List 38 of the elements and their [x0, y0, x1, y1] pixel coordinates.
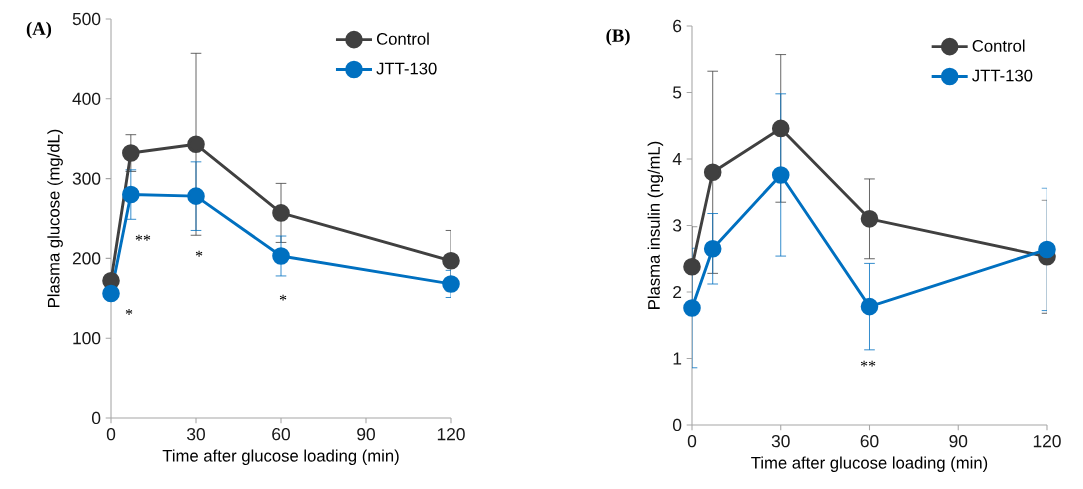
annotation: **: [860, 360, 876, 367]
legend-label: Control: [376, 32, 429, 45]
y-tick-label: 400: [72, 92, 101, 105]
y-tick-label: 500: [72, 12, 101, 26]
annotation: *: [279, 294, 287, 301]
annotation: *: [195, 250, 203, 257]
x-axis-title: Time after glucose loading (min): [162, 449, 399, 465]
x-tick-label: 0: [687, 435, 697, 448]
annotation: **: [135, 234, 151, 241]
y-axis-title: Plasma insulin (ng/mL): [647, 141, 664, 309]
x-tick-label: 120: [437, 428, 465, 441]
x-tick-label: 30: [187, 428, 205, 441]
y-tick-label: 1: [673, 352, 682, 365]
y-tick-label: 0: [672, 418, 682, 432]
x-tick-label: 0: [106, 428, 116, 441]
x-tick-label: 90: [357, 428, 375, 441]
x-tick-label: 60: [860, 435, 879, 448]
x-tick-label: 90: [949, 435, 968, 448]
y-tick-label: 0: [92, 411, 101, 425]
y-tick-label: 4: [672, 153, 682, 165]
legend-label: JTT-130: [972, 69, 1033, 82]
x-axis-title: Time after glucose loading (min): [751, 456, 988, 472]
legend-label: Control: [972, 39, 1025, 52]
x-tick-label: 60: [272, 428, 290, 441]
y-tick-label: 300: [72, 172, 101, 185]
y-tick-label: 200: [72, 252, 101, 265]
x-tick-label: 120: [1033, 435, 1061, 448]
chart-title: (A): [26, 21, 52, 39]
y-tick-label: 3: [672, 219, 682, 232]
y-tick-label: 5: [673, 86, 682, 99]
chart-title: (B): [606, 28, 630, 46]
y-tick-label: 2: [673, 285, 682, 299]
annotation: *: [125, 309, 133, 315]
y-tick-label: 100: [73, 332, 101, 345]
x-tick-label: 30: [771, 435, 790, 448]
y-axis-title: Plasma glucose (mg/dL): [47, 129, 63, 307]
y-tick-label: 6: [673, 19, 682, 33]
legend-label: JTT-130: [376, 62, 437, 75]
